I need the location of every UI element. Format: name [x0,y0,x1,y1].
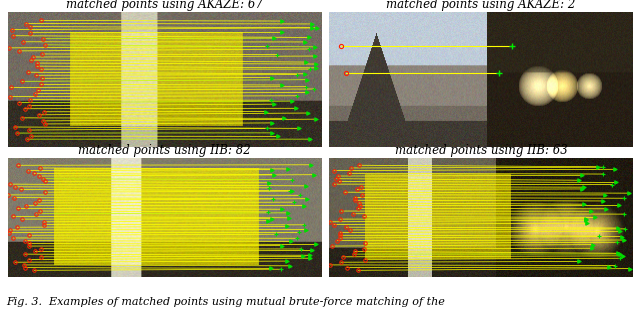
Text: Fig. 3.  Examples of matched points using mutual brute-force matching of the: Fig. 3. Examples of matched points using… [6,297,445,307]
Text: matched points using AKAZE: 67: matched points using AKAZE: 67 [66,0,263,11]
Text: matched points using IIB: 63: matched points using IIB: 63 [395,144,567,157]
Text: matched points using IIB: 82: matched points using IIB: 82 [78,144,251,157]
Text: matched points using AKAZE: 2: matched points using AKAZE: 2 [387,0,575,11]
